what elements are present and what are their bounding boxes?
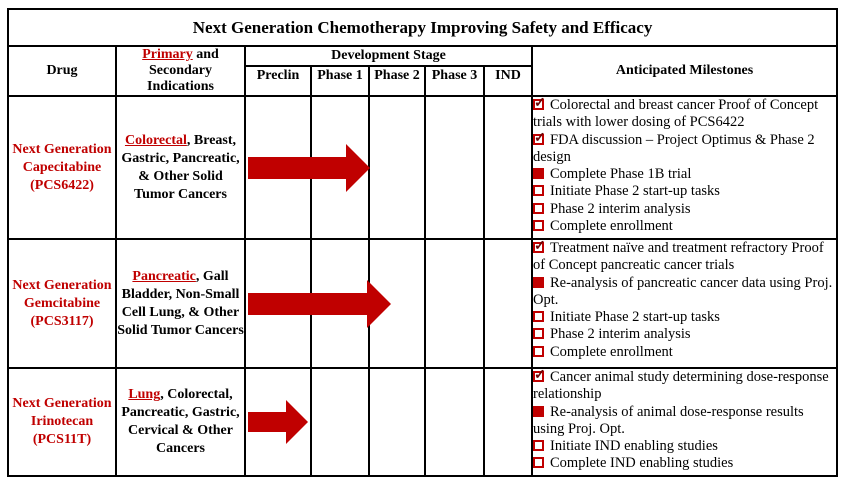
milestone-list: Cancer animal study determining dose-res… xyxy=(533,367,836,473)
stage-header-phase-2: Phase 2 xyxy=(368,65,426,97)
stage-cell-ind xyxy=(483,95,533,240)
indications-cell: Pancreatic, Gall Bladder, Non-Small Cell… xyxy=(115,238,246,369)
stage-cell-ind xyxy=(483,238,533,369)
milestone-item: Treatment naïve and treatment refractory… xyxy=(533,238,836,275)
milestone-text: FDA discussion – Project Optimus & Phase… xyxy=(533,131,815,165)
stage-cell-preclin xyxy=(244,95,370,240)
milestone-item: Re-analysis of animal dose-response resu… xyxy=(533,404,836,439)
milestone-list: Colorectal and breast cancer Proof of Co… xyxy=(533,95,836,235)
primary-indication: Colorectal xyxy=(124,132,187,148)
milestone-list: Treatment naïve and treatment refractory… xyxy=(533,238,836,361)
empty-checkbox-icon xyxy=(533,202,544,214)
drug-name: Next Generation Irinotecan (PCS11T) xyxy=(7,367,117,477)
milestones-cell: Treatment naïve and treatment refractory… xyxy=(530,238,839,369)
column-header-indications: Primary and Secondary Indications xyxy=(115,45,246,97)
secondary-indications: , Breast, Gastric, Pancreatic, & Other S… xyxy=(121,132,240,202)
stage-header-phase-1: Phase 1 xyxy=(310,65,370,97)
empty-checkbox-icon xyxy=(533,345,544,357)
table-title: Next Generation Chemotherapy Improving S… xyxy=(6,8,839,47)
milestone-item: Initiate Phase 2 start-up tasks xyxy=(533,309,836,326)
secondary-indications: , Gall Bladder, Non-Small Cell Lung, & O… xyxy=(117,268,244,338)
development-progress-arrow xyxy=(248,143,370,192)
milestone-item: Complete enrollment xyxy=(533,218,836,235)
stage-cell-preclin xyxy=(244,367,312,477)
milestone-item: Initiate Phase 2 start-up tasks xyxy=(533,183,836,200)
secondary-indications: , Colorectal, Pancreatic, Gastric, Cervi… xyxy=(121,387,240,456)
milestone-item: Initiate IND enabling studies xyxy=(533,438,836,455)
stage-header-preclin: Preclin xyxy=(244,65,312,97)
milestone-text: Complete enrollment xyxy=(550,218,673,235)
column-header-milestones: Anticipated Milestones xyxy=(530,45,839,97)
empty-checkbox-icon xyxy=(533,185,544,197)
empty-checkbox-icon xyxy=(533,220,544,232)
development-progress-arrow xyxy=(248,279,391,328)
indications-rest-text: and Secondary Indications xyxy=(147,47,219,94)
indications-cell: Colorectal, Breast, Gastric, Pancreatic,… xyxy=(115,95,246,240)
table-row: Next Generation Gemcitabine (PCS3117) Pa… xyxy=(7,238,839,369)
milestone-text: Cancer animal study determining dose-res… xyxy=(533,369,829,403)
milestone-item: FDA discussion – Project Optimus & Phase… xyxy=(533,130,836,167)
milestones-cell: Colorectal and breast cancer Proof of Co… xyxy=(530,95,839,240)
milestone-text: Complete IND enabling studies xyxy=(550,455,734,472)
milestone-text: Initiate Phase 2 start-up tasks xyxy=(550,183,720,200)
chemotherapy-pipeline-table: Next Generation Chemotherapy Improving S… xyxy=(6,8,839,477)
stage-cell-phase-2 xyxy=(368,95,426,240)
milestone-text: Phase 2 interim analysis xyxy=(550,200,691,217)
indications-cell: Lung, Colorectal, Pancreatic, Gastric, C… xyxy=(115,367,246,477)
milestone-item: Phase 2 interim analysis xyxy=(533,326,836,343)
stage-cell-phase-3 xyxy=(424,367,485,477)
checked-checkbox-icon xyxy=(533,367,546,384)
stage-cell-ind xyxy=(483,367,533,477)
milestone-item: Complete enrollment xyxy=(533,344,836,361)
drug-name: Next Generation Gemcitabine (PCS3117) xyxy=(7,238,117,369)
stage-cell-phase-1 xyxy=(310,367,370,477)
empty-checkbox-icon xyxy=(533,328,544,340)
milestone-item: Complete Phase 1B trial xyxy=(533,166,836,183)
stage-header-ind: IND xyxy=(483,65,533,97)
checked-checkbox-icon xyxy=(533,95,546,112)
filled-checkbox-icon xyxy=(533,405,544,417)
milestone-item: Colorectal and breast cancer Proof of Co… xyxy=(533,95,836,132)
stage-cell-phase-2 xyxy=(368,367,426,477)
drug-name: Next Generation Capecitabine (PCS6422) xyxy=(7,95,117,240)
milestone-text: Complete enrollment xyxy=(550,343,673,360)
milestone-text: Re-analysis of pancreatic cancer data us… xyxy=(533,274,833,308)
checked-checkbox-icon xyxy=(533,130,546,147)
empty-checkbox-icon xyxy=(533,311,544,323)
column-header-development-stage: Development Stage xyxy=(244,45,533,67)
milestone-item: Re-analysis of pancreatic cancer data us… xyxy=(533,275,836,310)
table-row: Next Generation Capecitabine (PCS6422) C… xyxy=(7,95,839,240)
milestone-item: Cancer animal study determining dose-res… xyxy=(533,367,836,404)
primary-indication: Lung xyxy=(128,387,161,402)
milestone-text: Initiate IND enabling studies xyxy=(550,438,718,455)
primary-indication: Pancreatic xyxy=(132,268,196,284)
development-progress-arrow xyxy=(248,400,308,444)
milestone-text: Colorectal and breast cancer Proof of Co… xyxy=(533,97,819,131)
stage-cell-phase-3 xyxy=(424,238,485,369)
filled-checkbox-icon xyxy=(533,276,544,288)
milestone-text: Initiate Phase 2 start-up tasks xyxy=(550,309,720,326)
milestone-text: Re-analysis of animal dose-response resu… xyxy=(533,403,804,437)
stage-cell-preclin xyxy=(244,238,391,369)
stage-header-phase-3: Phase 3 xyxy=(424,65,485,97)
milestone-text: Phase 2 interim analysis xyxy=(550,326,691,343)
milestone-text: Complete Phase 1B trial xyxy=(550,166,692,183)
stage-cell-phase-3 xyxy=(424,95,485,240)
milestone-item: Complete IND enabling studies xyxy=(533,455,836,472)
table-row: Next Generation Irinotecan (PCS11T) Lung… xyxy=(7,367,839,477)
filled-checkbox-icon xyxy=(533,168,544,180)
indications-primary-word: Primary xyxy=(142,47,193,62)
milestone-text: Treatment naïve and treatment refractory… xyxy=(533,240,824,274)
milestones-cell: Cancer animal study determining dose-res… xyxy=(530,367,839,477)
empty-checkbox-icon xyxy=(533,440,544,452)
column-header-drug: Drug xyxy=(7,45,117,97)
milestone-item: Phase 2 interim analysis xyxy=(533,201,836,218)
checked-checkbox-icon xyxy=(533,238,546,255)
empty-checkbox-icon xyxy=(533,457,544,469)
